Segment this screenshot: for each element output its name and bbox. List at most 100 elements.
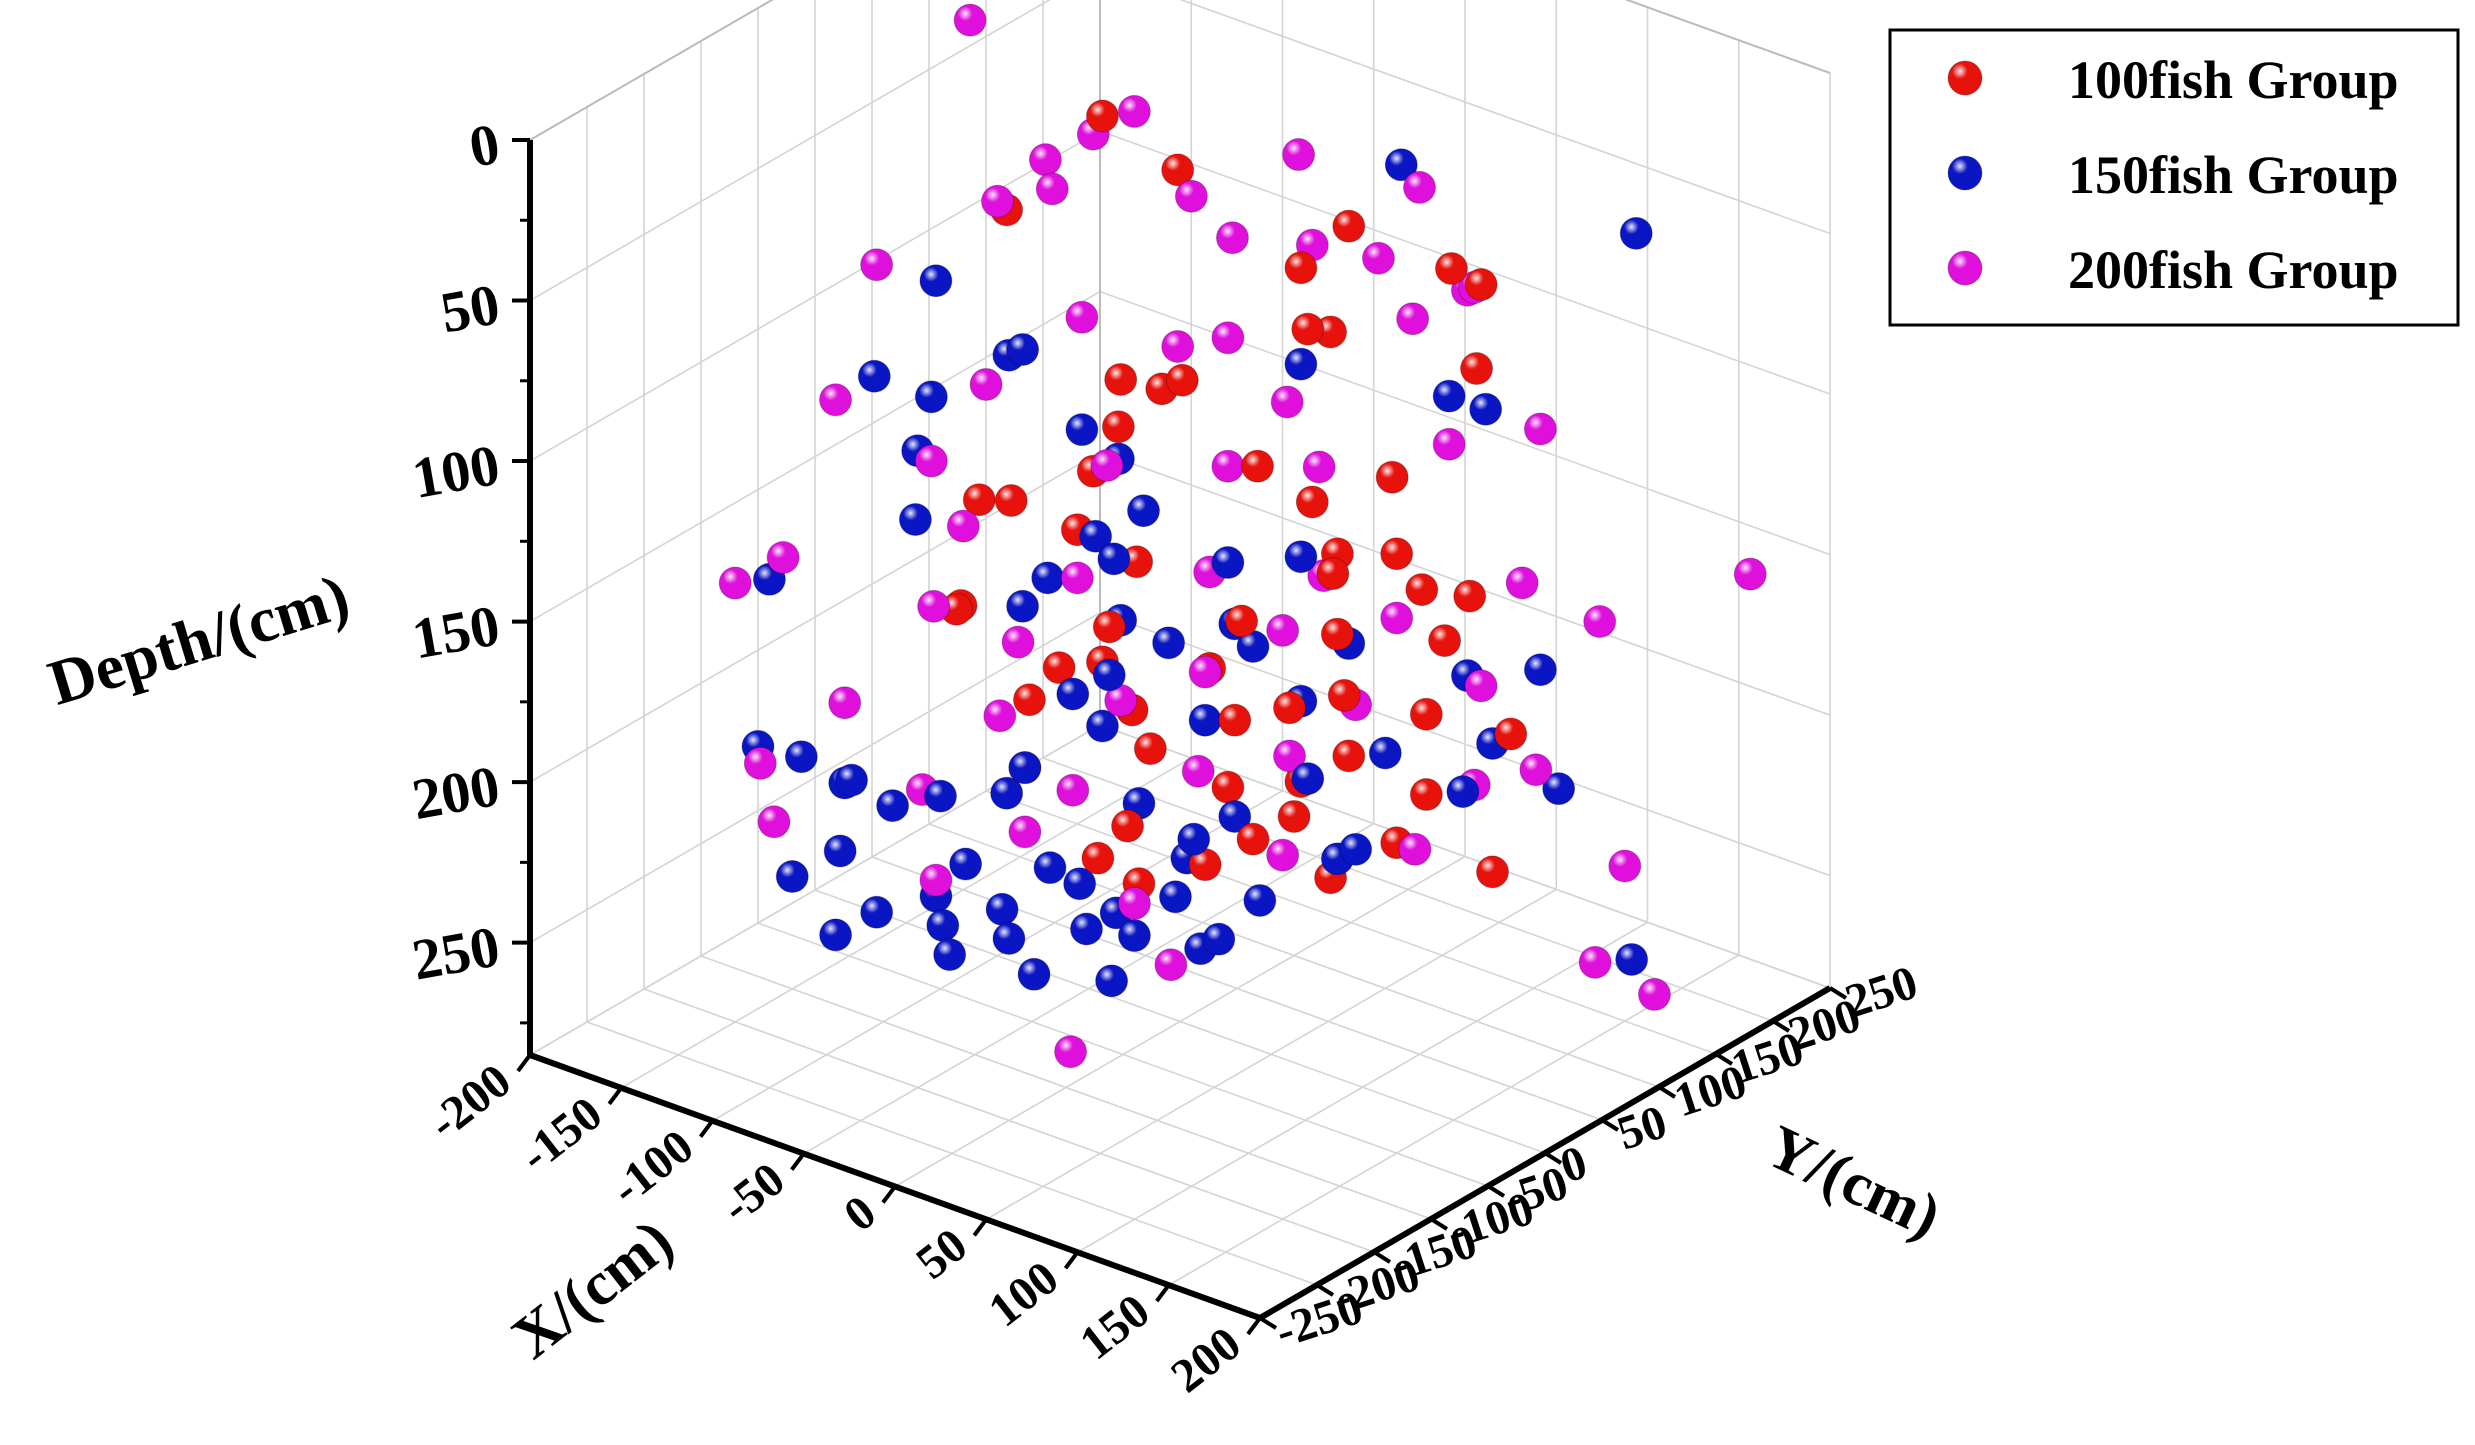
- data-point-series-1: [1081, 841, 1115, 875]
- y-tick-mark: [1486, 1184, 1506, 1198]
- right-wall-grid-line: [1099, 724, 1831, 989]
- data-point-series-3: [1578, 945, 1612, 979]
- sphere-highlight: [1385, 148, 1418, 181]
- sphere-highlight: [933, 938, 966, 971]
- y-axis-label: Y/(cm): [1756, 1113, 1950, 1252]
- sphere-highlight: [954, 4, 987, 37]
- data-point-series-2: [1291, 762, 1325, 796]
- sphere-highlight: [1056, 774, 1089, 807]
- data-point-series-2: [860, 895, 894, 929]
- sphere-highlight: [1189, 656, 1222, 689]
- sphere-highlight: [1091, 449, 1123, 482]
- data-point-series-1: [1161, 153, 1195, 187]
- data-point-series-2: [857, 359, 891, 393]
- x-tick-mark: [790, 1152, 806, 1171]
- sphere-highlight: [1284, 540, 1317, 573]
- sphere-highlight: [981, 185, 1014, 218]
- data-point-series-2: [1619, 216, 1653, 250]
- sphere-highlight: [1583, 605, 1616, 638]
- data-point-series-3: [1464, 669, 1498, 703]
- legend-box: [1888, 28, 2460, 327]
- data-point-series-3: [1583, 605, 1617, 639]
- data-point-series-2: [1056, 677, 1090, 711]
- sphere-highlight: [1433, 428, 1466, 461]
- sphere-highlight: [947, 510, 980, 543]
- data-point-series-2: [1384, 148, 1418, 182]
- z-tick-label: 100: [407, 432, 504, 511]
- data-point-series-2: [1097, 542, 1131, 576]
- legend: 100fish Group 150fish Group 200fish Group: [1888, 28, 2460, 327]
- y-tick-label: 50: [1611, 1095, 1673, 1160]
- data-point-series-1: [1273, 691, 1306, 725]
- sphere-highlight: [1118, 95, 1151, 128]
- sphere-highlight: [776, 860, 809, 893]
- sphere-highlight: [1211, 771, 1244, 804]
- data-point-series-2: [1008, 751, 1042, 785]
- sphere-highlight: [1218, 704, 1251, 737]
- legend-label: 200fish Group: [2068, 240, 2399, 300]
- data-point-series-3: [1505, 566, 1539, 600]
- data-point-series-3: [917, 589, 951, 623]
- z-tick-label: 200: [407, 753, 504, 832]
- data-point-series-1: [962, 483, 996, 517]
- y-tick-mark: [1543, 1151, 1563, 1165]
- data-point-series-2: [1523, 653, 1557, 687]
- data-point-series-3: [1035, 172, 1069, 206]
- x-tick-mark: [607, 1086, 623, 1106]
- y-tick-mark: [1771, 1019, 1791, 1033]
- sphere-highlight: [1018, 958, 1051, 991]
- data-point-series-2: [914, 380, 948, 414]
- sphere-highlight: [1405, 573, 1438, 606]
- data-point-series-3: [1056, 773, 1090, 807]
- sphere-highlight: [983, 699, 1016, 732]
- data-point-series-3: [1054, 1035, 1088, 1069]
- sphere-highlight: [1362, 242, 1395, 275]
- sphere-highlight: [1380, 601, 1413, 634]
- sphere-highlight: [1086, 100, 1119, 133]
- data-point-series-3: [1090, 448, 1124, 482]
- sphere-highlight: [1189, 704, 1222, 737]
- legend-marker-highlight: [1948, 251, 1982, 285]
- sphere-highlight: [819, 383, 852, 416]
- data-point-series-3: [981, 184, 1014, 218]
- x-tick-mark: [972, 1218, 988, 1237]
- sphere-highlight: [1446, 775, 1479, 808]
- data-point-series-1: [1291, 312, 1325, 346]
- data-point-series-2: [1158, 880, 1192, 914]
- sphere-highlight: [1428, 624, 1461, 657]
- data-point-series-2: [1095, 964, 1129, 998]
- x-tick-label: 200: [1161, 1317, 1250, 1403]
- data-point-series-2: [1368, 736, 1402, 770]
- sphere-highlight: [1043, 651, 1076, 684]
- data-point-series-3: [1065, 300, 1099, 334]
- data-point-series-3: [1174, 179, 1208, 213]
- z-tick-label: 250: [407, 913, 504, 992]
- sphere-highlight: [824, 834, 857, 867]
- y-tick-mark: [1372, 1250, 1392, 1264]
- data-point-series-3: [757, 805, 791, 839]
- data-point-series-2: [1243, 883, 1277, 917]
- x-tick-mark: [1063, 1251, 1080, 1270]
- sphere-highlight: [1469, 393, 1502, 426]
- z-tick-label: 50: [436, 271, 504, 345]
- data-point-series-1: [1133, 732, 1167, 766]
- sphere-highlight: [1332, 739, 1365, 772]
- x-tick-label: -100: [601, 1120, 703, 1216]
- sphere-highlight: [1380, 537, 1413, 570]
- data-point-series-3: [1608, 849, 1642, 883]
- z-tick-label: 150: [407, 592, 504, 671]
- data-point-series-1: [1225, 604, 1259, 638]
- y-tick-mark: [1315, 1283, 1335, 1297]
- data-point-series-1: [1460, 352, 1494, 386]
- data-point-series-1: [1012, 683, 1046, 717]
- data-point-series-3: [1432, 427, 1466, 461]
- sphere-highlight: [1494, 717, 1527, 750]
- data-point-series-2: [1615, 942, 1649, 976]
- legend-item: 200fish Group: [1947, 240, 2399, 300]
- sphere-highlight: [1065, 301, 1098, 334]
- data-point-series-1: [1409, 697, 1443, 731]
- x-tick-label: 150: [1070, 1284, 1159, 1370]
- sphere-highlight: [860, 896, 893, 929]
- data-point-series-1: [1316, 557, 1350, 591]
- sphere-highlight: [1579, 946, 1612, 979]
